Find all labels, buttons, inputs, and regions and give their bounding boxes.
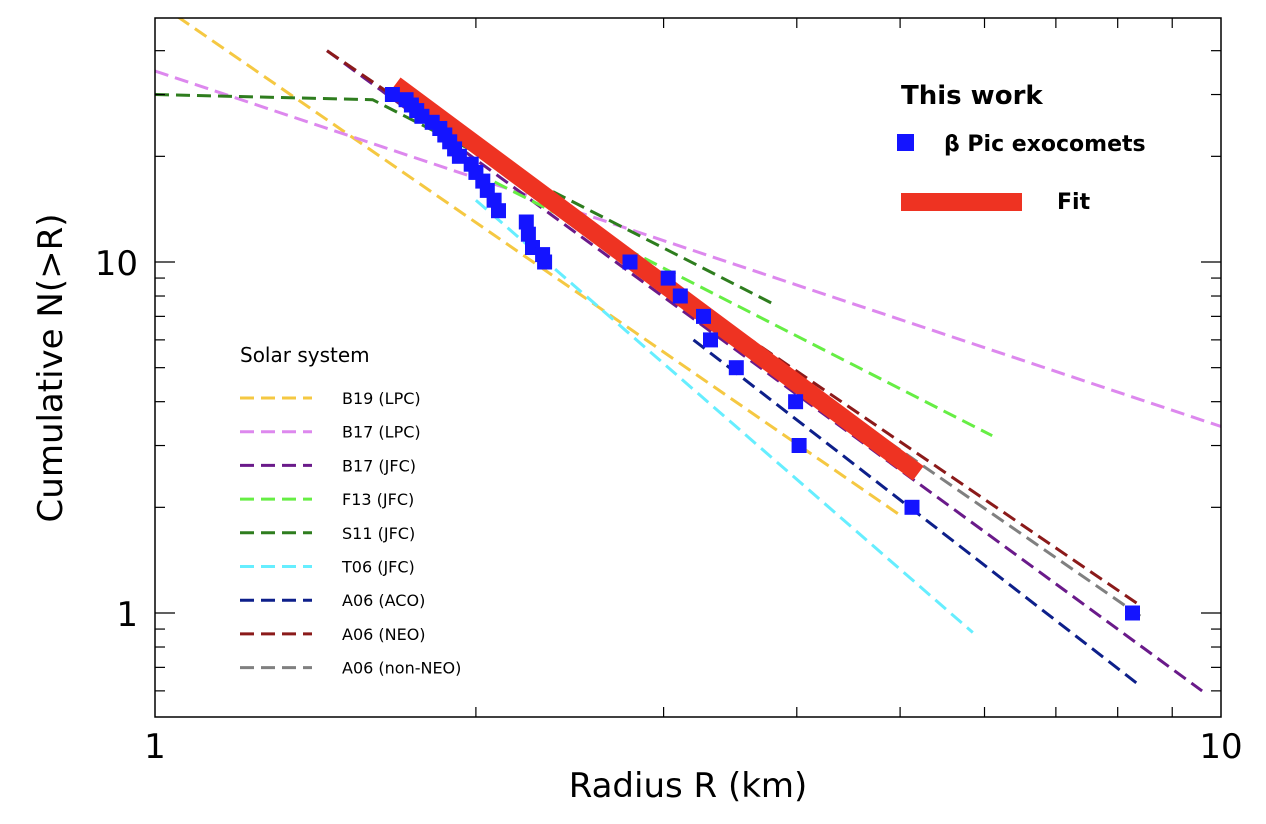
y-axis-label: Cumulative N(>R) xyxy=(31,214,71,523)
exocomet-point-24 xyxy=(660,270,676,286)
exocomet-point-25 xyxy=(672,288,688,304)
y-tick-label-10: 10 xyxy=(95,244,138,284)
legend-scatter-label: β Pic exocomets xyxy=(944,132,1146,157)
legend-label-s11-jfc: S11 (JFC) xyxy=(342,524,415,543)
exocomet-point-27 xyxy=(703,332,718,348)
legend-label-t06-jfc: T06 (JFC) xyxy=(341,558,415,577)
legend-solar-title: Solar system xyxy=(240,343,370,367)
legend-this-work-title: This work xyxy=(901,81,1043,111)
legend-label-b19-lpc: B19 (LPC) xyxy=(342,389,421,408)
exocomet-point-22 xyxy=(537,254,553,270)
legend-label-b17-jfc: B17 (JFC) xyxy=(342,456,416,475)
legend-this-work: This work β Pic exocomets Fit xyxy=(897,81,1146,215)
series-line-b17-lpc xyxy=(155,69,1221,428)
exocomet-point-18 xyxy=(518,214,534,230)
legend-label-a06-aco: A06 (ACO) xyxy=(342,591,425,610)
legend-solar-system: Solar system B19 (LPC) B17 (LPC) B17 (JFC)… xyxy=(240,343,461,678)
exocomet-point-31 xyxy=(904,499,920,515)
exocomet-point-1 xyxy=(384,87,400,102)
exocomet-point-19 xyxy=(520,226,536,242)
exocomet-point-30 xyxy=(791,438,807,453)
exocomet-points xyxy=(384,87,1140,621)
exocomet-point-28 xyxy=(728,360,744,376)
x-axis-label: Radius R (km) xyxy=(569,766,808,806)
legend-label-b17-lpc: B17 (LPC) xyxy=(342,423,421,442)
fit-line-layer xyxy=(389,77,924,481)
axis-ticks xyxy=(155,18,1221,717)
series-line-t06-jfc xyxy=(474,199,974,634)
fit-line xyxy=(389,77,924,481)
exocomet-point-17 xyxy=(491,203,506,219)
exocomet-point-11 xyxy=(451,148,467,164)
exocomet-point-29 xyxy=(788,394,804,410)
legend-label-a06-neo: A06 (NEO) xyxy=(342,625,426,644)
exocomet-point-26 xyxy=(696,308,711,324)
legend-scatter-marker xyxy=(897,134,914,151)
plot-frame xyxy=(154,17,1222,718)
series-line-s11-jfc xyxy=(155,93,774,306)
x-tick-label-10: 10 xyxy=(1199,727,1242,767)
legend-label-f13-jfc: F13 (JFC) xyxy=(342,490,414,509)
legend-label-a06-non-neo: A06 (non-NEO) xyxy=(342,659,461,678)
y-tick-label-1: 1 xyxy=(116,595,138,635)
x-tick-label-1: 1 xyxy=(144,727,166,767)
exocomet-point-23 xyxy=(622,254,638,270)
exocomet-point-32 xyxy=(1125,605,1140,621)
legend-fit-label: Fit xyxy=(1057,190,1091,215)
